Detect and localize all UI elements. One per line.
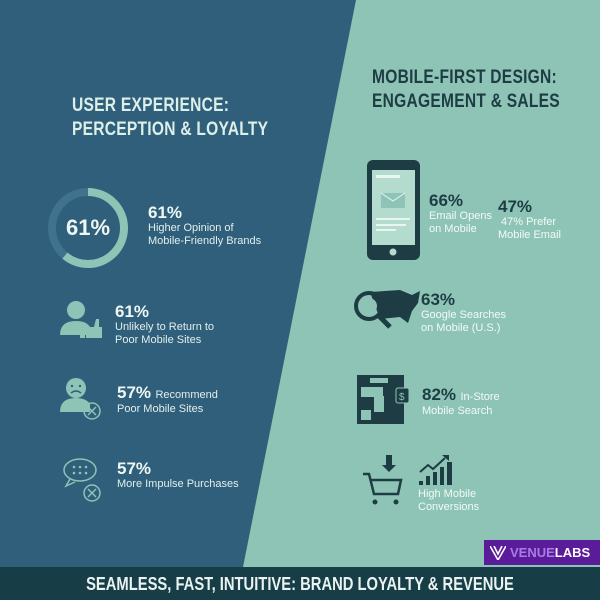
stat-desc-line1: Unlikely to Return to: [115, 321, 215, 333]
stat-desc-line2: Poor Mobile Sites: [117, 403, 204, 415]
stat-desc-line1: 47% Prefer: [501, 216, 557, 228]
stat-value: 82%: [422, 385, 457, 404]
magnifier-usa-map-icon: [354, 290, 420, 329]
store-phone-icon: $: [357, 375, 410, 424]
left-title-line1: USER EXPERIENCE:: [72, 95, 230, 116]
stat-desc-line2: Mobile Email: [498, 229, 561, 241]
stat-impulse: 57% More Impulse Purchases: [117, 459, 239, 491]
footer-text: SEAMLESS, FAST, INTUITIVE: BRAND LOYALTY…: [86, 574, 514, 594]
stat-value: 63%: [421, 290, 456, 309]
left-title-line2: PERCEPTION & LOYALTY: [72, 119, 269, 140]
cart-growth-chart-icon: [363, 455, 452, 505]
stat-unlikely-return: 61% Unlikely to Return to Poor Mobile Si…: [115, 302, 214, 347]
stat-conversions: High Mobile Conversions: [418, 488, 479, 514]
logo-v-icon: [490, 545, 506, 560]
stat-desc-line2: Poor Mobile Sites: [115, 334, 202, 346]
right-panel: [243, 0, 600, 567]
stat-value: 47%: [498, 197, 533, 216]
stat-desc-line1: Higher Opinion of: [148, 222, 234, 234]
venuelabs-logo: VENUELABS: [484, 540, 600, 565]
stat-desc-line1: In-Store: [460, 391, 500, 403]
footer-banner: SEAMLESS, FAST, INTUITIVE: BRAND LOYALTY…: [0, 567, 600, 600]
stat-value: 57%: [117, 459, 152, 478]
stat-in-store: 82% In-Store Mobile Search: [422, 385, 500, 418]
stat-email-opens: 66% Email Opens on Mobile: [429, 191, 492, 236]
right-title-line2: ENGAGEMENT & SALES: [372, 91, 560, 112]
stat-prefer-mobile-email: 47% 47% Prefer Mobile Email: [498, 197, 561, 242]
stat-higher-opinion: 61% Higher Opinion of Mobile-Friendly Br…: [148, 203, 261, 248]
logo-text-labs: LABS: [554, 545, 591, 560]
stat-desc-line1: Recommend: [155, 389, 218, 401]
stat-recommend: 57% Recommend Poor Mobile Sites: [117, 383, 218, 416]
donut-chart: [48, 188, 128, 268]
user-thumbs-up-icon: [60, 301, 102, 338]
left-title: USER EXPERIENCE: PERCEPTION & LOYALTY: [72, 94, 268, 142]
stat-desc-line2: Mobile Search: [422, 405, 493, 417]
stat-desc-line1: Google Searches: [421, 309, 506, 321]
right-title-line1: MOBILE-FIRST DESIGN:: [372, 67, 557, 88]
svg-text:$: $: [399, 392, 405, 403]
chat-bubble-x-icon: [63, 458, 101, 502]
stat-value: 61%: [115, 302, 150, 321]
stat-desc-line2: on Mobile: [429, 223, 477, 235]
stat-google-searches: 63% Google Searches on Mobile (U.S.): [421, 290, 506, 335]
stat-value: 57%: [117, 383, 152, 402]
stat-desc-line1: More Impulse Purchases: [117, 478, 239, 490]
donut-label: 61%: [65, 215, 111, 240]
smartphone-email-icon: [367, 160, 420, 260]
stat-desc-line1: Email Opens: [429, 210, 492, 222]
stat-desc-line2: Mobile-Friendly Brands: [148, 235, 262, 247]
stat-value: 61%: [148, 203, 183, 222]
sad-user-x-icon: [60, 378, 101, 420]
logo-text-venue: VENUE: [510, 545, 555, 560]
stat-value: 66%: [429, 191, 464, 210]
stat-desc-line1: High Mobile: [418, 488, 477, 500]
donut-value-arc: [48, 188, 128, 268]
right-title: MOBILE-FIRST DESIGN: ENGAGEMENT & SALES: [372, 66, 560, 114]
stat-desc-line2: Conversions: [418, 501, 480, 513]
stat-desc-line2: on Mobile (U.S.): [421, 322, 501, 334]
